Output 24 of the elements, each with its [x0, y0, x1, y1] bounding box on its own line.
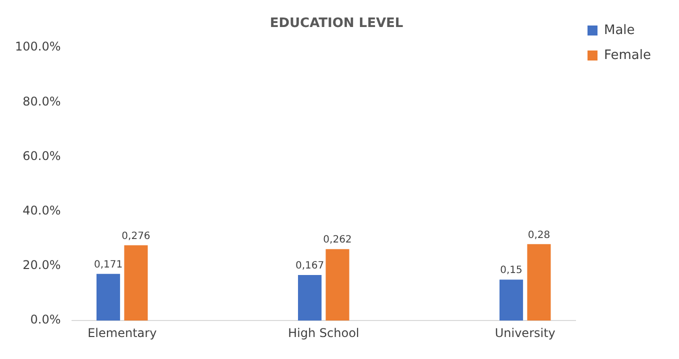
- bar: [298, 275, 322, 321]
- bar: [124, 245, 148, 321]
- bar: [527, 244, 551, 321]
- data-label: 0,276: [122, 230, 150, 242]
- x-tick-label: High School: [288, 326, 360, 340]
- x-tick-label: University: [494, 326, 556, 340]
- y-tick-label: 0.0%: [30, 312, 61, 327]
- y-tick-label: 40.0%: [22, 204, 61, 218]
- legend-label: Male: [604, 22, 635, 38]
- y-tick-label: 20.0%: [22, 258, 61, 272]
- bar: [326, 249, 350, 321]
- legend-label: Female: [604, 48, 652, 63]
- data-label: 0,167: [295, 260, 324, 272]
- x-tick-label: Elementary: [88, 326, 157, 340]
- y-tick-label: 80.0%: [22, 94, 61, 108]
- bar: [96, 274, 120, 321]
- y-tick-label: 100.0%: [14, 40, 61, 54]
- data-label: 0,15: [500, 265, 522, 276]
- data-label: 0,28: [528, 230, 550, 241]
- data-label: 0,171: [94, 260, 123, 271]
- data-label: 0,262: [323, 234, 352, 246]
- bar: [499, 280, 524, 321]
- chart-title: EDUCATION LEVEL: [270, 16, 404, 32]
- y-tick-label: 60.0%: [22, 148, 61, 163]
